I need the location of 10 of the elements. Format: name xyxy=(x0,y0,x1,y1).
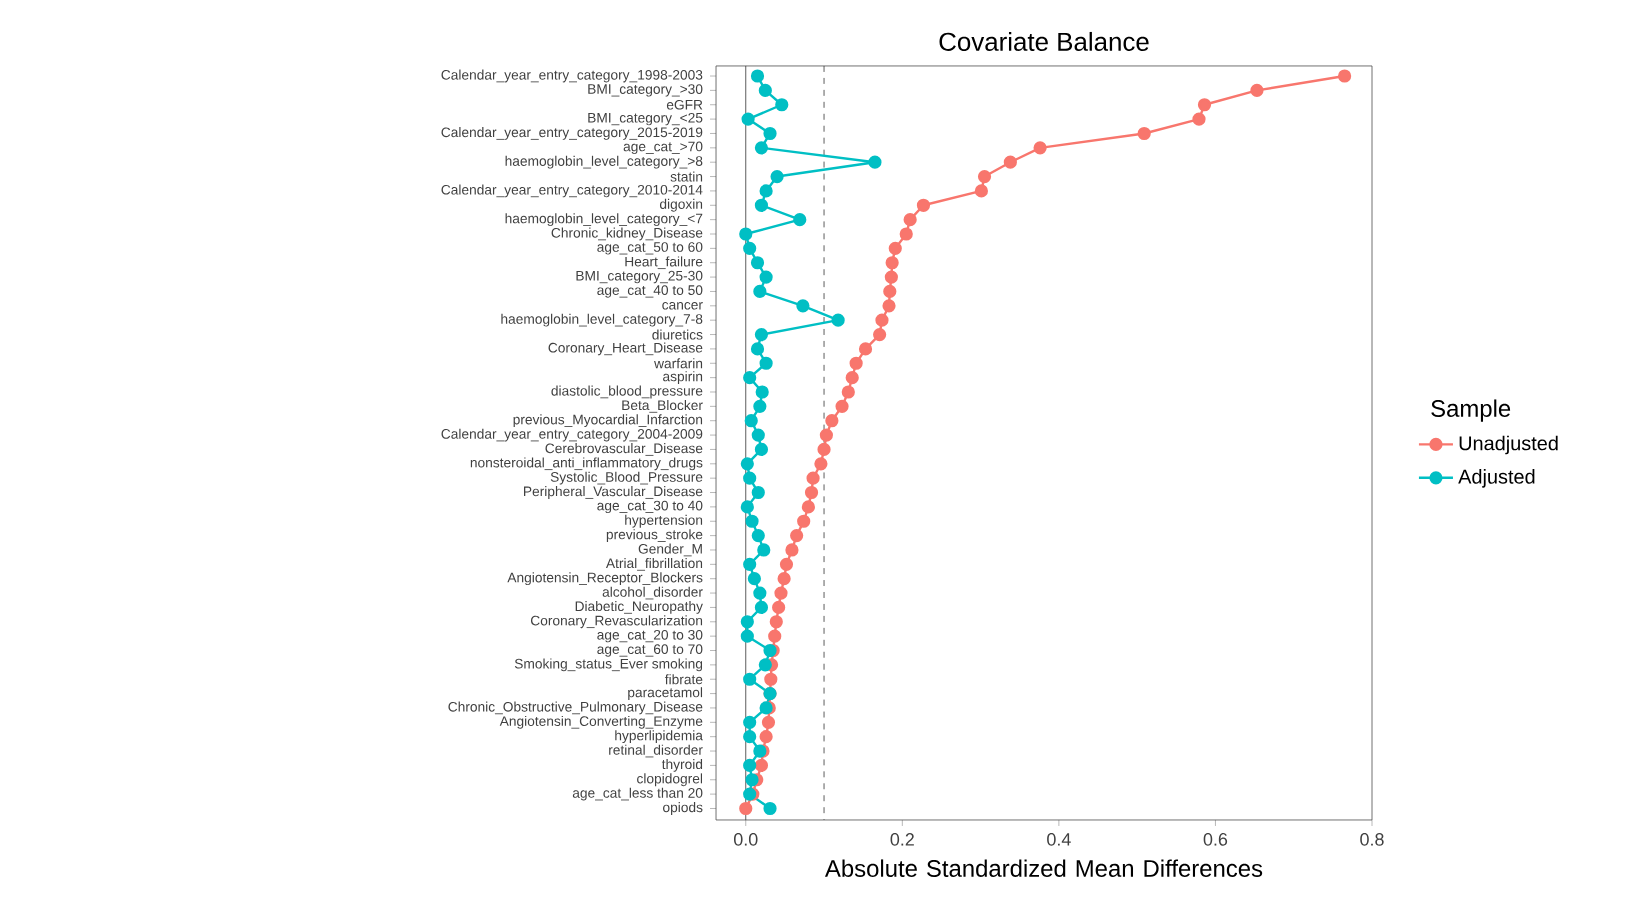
x-tick-label: 0.6 xyxy=(1203,833,1228,846)
legend-label: Unadjusted xyxy=(1459,435,1558,455)
x-tick-label: 0.8 xyxy=(1360,833,1384,846)
legend-label: Adjusted xyxy=(1458,469,1535,488)
x-tick-label: 0.4 xyxy=(1047,833,1071,846)
chart-title: Covariate Balance xyxy=(939,31,1149,51)
legend-title: Sample xyxy=(1431,399,1511,422)
x-tick-label: 0.2 xyxy=(890,833,914,846)
x-axis-title: Absolute Standardized Mean Differences xyxy=(824,859,1263,877)
x-tick-label: 0.0 xyxy=(733,833,758,846)
